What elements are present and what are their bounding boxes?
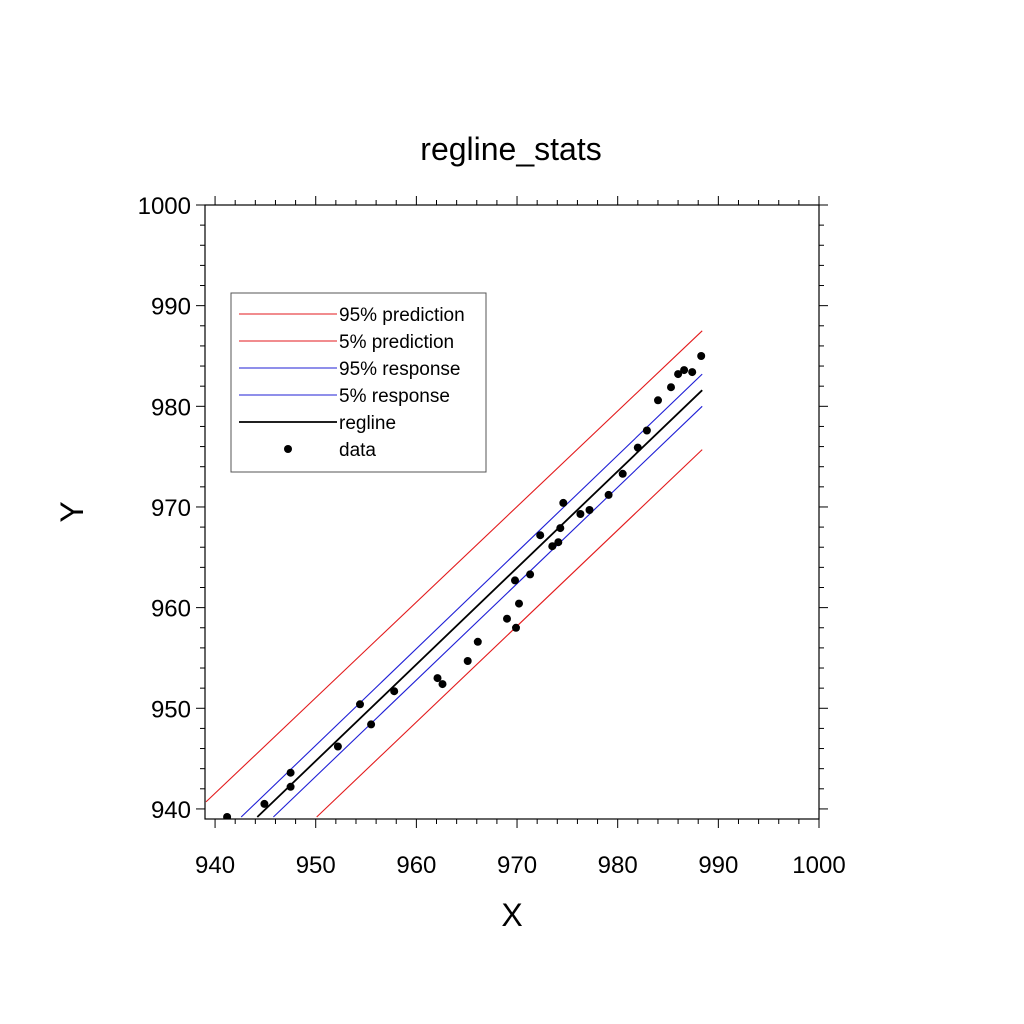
legend-label: data (339, 440, 376, 461)
data-point (438, 680, 447, 689)
y-tick-label: 960 (151, 596, 191, 623)
x-tick-label: 970 (497, 852, 537, 879)
data-point (515, 599, 523, 608)
data-point (585, 506, 594, 514)
legend-label: 95% response (339, 359, 460, 380)
data-point (548, 542, 557, 551)
data-point (526, 570, 535, 579)
data-point (390, 687, 399, 696)
data-point (511, 576, 519, 585)
data-point (697, 352, 706, 360)
data-point (633, 443, 642, 452)
data-point (688, 368, 697, 377)
y-tick-label: 990 (151, 294, 191, 321)
x-tick-label: 980 (598, 852, 638, 879)
series-line-5-prediction (316, 449, 703, 818)
data-point (333, 742, 342, 751)
data-point (286, 782, 295, 791)
y-tick-label: 1000 (138, 193, 191, 220)
y-tick-label: 940 (151, 797, 191, 824)
plot-frame (204, 204, 820, 820)
legend-box (230, 292, 487, 473)
data-point (618, 469, 627, 478)
legend-label: 95% prediction (339, 305, 465, 326)
plot-area (205, 330, 706, 819)
legend-label: regline (339, 413, 396, 434)
data-point (604, 490, 613, 499)
data-point (642, 426, 651, 435)
legend: 95% prediction 5% prediction 95% response 5… (230, 292, 487, 473)
data-point (576, 510, 585, 518)
x-axis-label: X (501, 897, 522, 933)
legend-label: 5% prediction (339, 332, 454, 353)
y-tick-label: 980 (151, 394, 191, 421)
data-point (286, 768, 295, 777)
data-point (433, 674, 442, 683)
series-line-5-response (273, 405, 703, 818)
data-point (260, 799, 269, 808)
x-tick-label: 960 (396, 852, 436, 879)
data-point (356, 700, 364, 709)
data-point (654, 396, 662, 405)
data-point (554, 538, 563, 547)
series-line-95-response (240, 373, 703, 818)
data-point (512, 623, 520, 632)
x-tick-label: 950 (296, 852, 336, 879)
data-point (503, 614, 511, 623)
chart-title: regline_stats (420, 131, 601, 167)
x-tick-label: 990 (698, 852, 738, 879)
x-tick-label: 1000 (792, 852, 845, 879)
x-tick-label: 940 (195, 852, 235, 879)
data-point (367, 720, 376, 729)
data-point (674, 370, 683, 379)
series-line-95-prediction (205, 330, 703, 803)
data-point (473, 637, 482, 646)
data-point (556, 524, 565, 533)
y-axis-label: Y (54, 501, 90, 522)
data-point (463, 657, 472, 665)
legend-swatch-marker (284, 445, 292, 453)
data-point (667, 383, 675, 392)
y-tick-label: 970 (151, 495, 191, 522)
data-point (536, 531, 545, 540)
series-line-regline (256, 389, 703, 818)
data-point (680, 366, 689, 375)
data-point (223, 813, 232, 819)
data-point (559, 498, 568, 507)
y-tick-label: 950 (151, 696, 191, 723)
axes: 940 950 960 970 980 990 1000 940 950 960 970 980 990… (138, 193, 846, 879)
legend-label: 5% response (339, 386, 450, 407)
